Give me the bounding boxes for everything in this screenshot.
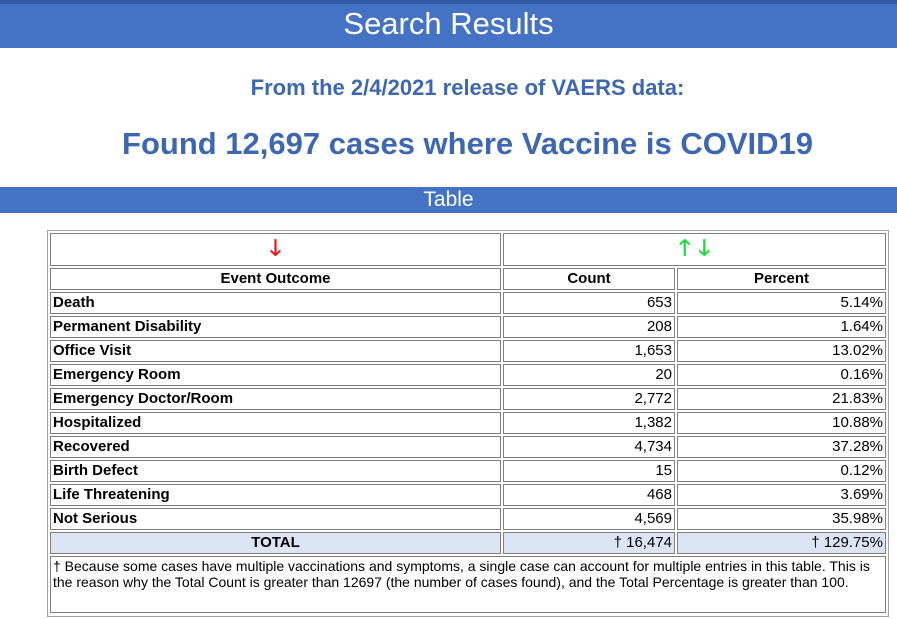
count-cell: 1,382 <box>503 412 675 434</box>
total-label: TOTAL <box>50 532 501 554</box>
count-cell: 4,569 <box>503 508 675 530</box>
count-cell: 653 <box>503 292 675 314</box>
count-cell: 468 <box>503 484 675 506</box>
count-cell: 1,653 <box>503 340 675 362</box>
count-cell: 2,772 <box>503 388 675 410</box>
percent-cell: 5.14% <box>677 292 886 314</box>
section-title: Table <box>423 188 474 211</box>
percent-cell: 10.88% <box>677 412 886 434</box>
down-arrow-icon[interactable]: 🡓 <box>269 235 282 260</box>
percent-cell: 37.28% <box>677 436 886 458</box>
percent-cell: 13.02% <box>677 340 886 362</box>
count-cell: 208 <box>503 316 675 338</box>
percent-cell: 1.64% <box>677 316 886 338</box>
outcome-cell: Birth Defect <box>50 460 501 482</box>
header-count: Count <box>503 268 675 290</box>
percent-cell: 0.16% <box>677 364 886 386</box>
outcome-cell: Emergency Room <box>50 364 501 386</box>
outcome-cell: Recovered <box>50 436 501 458</box>
outcome-cell: Emergency Doctor/Room <box>50 388 501 410</box>
found-cases-line: Found 12,697 cases where Vaccine is COVI… <box>122 126 813 161</box>
percent-cell: 35.98% <box>677 508 886 530</box>
total-percent: † 129.75% <box>677 532 886 554</box>
count-cell: 4,734 <box>503 436 675 458</box>
search-results-banner: Search Results <box>0 0 897 48</box>
percent-cell: 21.83% <box>677 388 886 410</box>
outcome-sort-cell: 🡓 <box>50 233 501 266</box>
percent-cell: 0.12% <box>677 460 886 482</box>
outcome-cell: Hospitalized <box>50 412 501 434</box>
count-sort-cell: 🡑 🡓 <box>503 233 886 266</box>
count-cell: 20 <box>503 364 675 386</box>
up-arrow-icon[interactable]: 🡑 <box>679 235 691 260</box>
header-percent: Percent <box>677 268 886 290</box>
count-cell: 15 <box>503 460 675 482</box>
outcome-cell: Not Serious <box>50 508 501 530</box>
results-table <box>47 230 889 617</box>
down-arrow-icon[interactable]: 🡓 <box>698 235 710 260</box>
outcome-cell: Permanent Disability <box>50 316 501 338</box>
outcome-cell: Office Visit <box>50 340 501 362</box>
outcome-cell: Life Threatening <box>50 484 501 506</box>
banner-title: Search Results <box>343 6 554 41</box>
total-count: † 16,474 <box>503 532 675 554</box>
outcome-cell: Death <box>50 292 501 314</box>
table-section-bar: Table <box>0 187 897 213</box>
release-line: From the 2/4/2021 release of VAERS data: <box>250 75 685 100</box>
footnote: † Because some cases have multiple vacci… <box>50 556 886 613</box>
percent-cell: 3.69% <box>677 484 886 506</box>
header-event-outcome: Event Outcome <box>50 268 501 290</box>
